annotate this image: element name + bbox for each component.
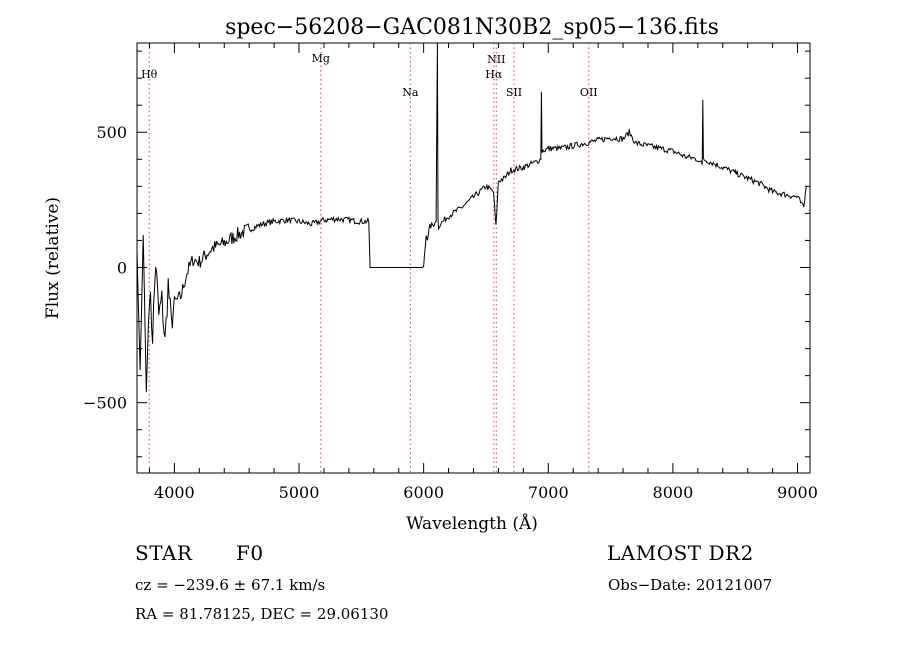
- marker-label: Hα: [485, 68, 503, 81]
- marker-label: SII: [506, 86, 522, 99]
- axes: 4000 5000 6000 7000 8000 9000 −500 0 500: [83, 43, 818, 502]
- spectrum-line: [136, 42, 807, 392]
- plot-frame: [136, 42, 811, 474]
- y-axis-label: Flux (relative): [43, 197, 63, 319]
- object-subclass: F0: [236, 541, 264, 565]
- x-tick-label: 7000: [528, 483, 569, 502]
- x-tick-label: 8000: [653, 483, 694, 502]
- x-tick-label: 6000: [403, 483, 444, 502]
- marker-label: Mg: [312, 52, 330, 65]
- marker-label: OII: [580, 86, 598, 99]
- marker-label: Na: [402, 86, 419, 99]
- coordinates: RA = 81.78125, DEC = 29.06130: [135, 605, 389, 623]
- object-class: STAR: [135, 541, 193, 565]
- y-tick-label: −500: [83, 394, 127, 413]
- spectrum-chart: spec−56208−GAC081N30B2_sp05−136.fits Hθ M…: [43, 15, 818, 534]
- y-tick-label: 500: [96, 123, 127, 142]
- x-tick-label: 9000: [777, 483, 818, 502]
- x-axis-label: Wavelength (Å): [406, 513, 538, 534]
- x-tick-label: 4000: [154, 483, 195, 502]
- chart-title: spec−56208−GAC081N30B2_sp05−136.fits: [225, 15, 719, 40]
- survey-name: LAMOST DR2: [607, 541, 754, 565]
- redshift-readout: cz = −239.6 ± 67.1 km/s: [135, 576, 326, 594]
- y-tick-label: 0: [117, 258, 127, 277]
- x-tick-label: 5000: [279, 483, 320, 502]
- obs-date: Obs−Date: 20121007: [608, 576, 773, 594]
- marker-label: NII: [487, 53, 505, 66]
- marker-label: Hθ: [141, 68, 158, 81]
